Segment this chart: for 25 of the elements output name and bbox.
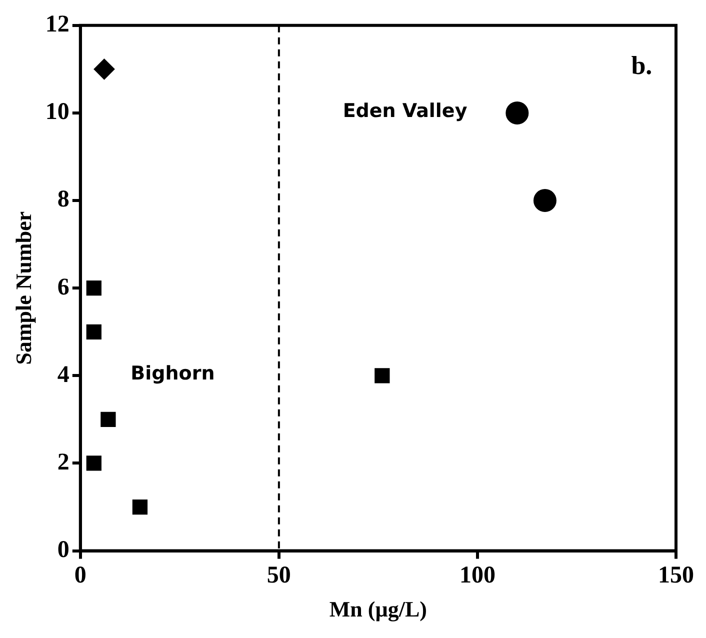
y-tick-label: 8	[57, 186, 70, 213]
annotation: Eden Valley	[342, 100, 468, 122]
y-axis-title: Sample Number	[10, 211, 36, 365]
point	[86, 324, 102, 340]
y-tick-label: 4	[57, 362, 70, 388]
point	[86, 456, 102, 471]
x-axis-title: Mn (µg/L)	[329, 596, 428, 622]
point	[100, 412, 116, 428]
y-tick-label: 6	[57, 274, 70, 300]
x-tick-label: 100	[459, 562, 496, 588]
point	[132, 499, 148, 515]
point	[506, 101, 529, 124]
annotation: b.	[631, 51, 652, 80]
y-tick-label: 12	[45, 12, 70, 38]
point	[533, 189, 556, 212]
x-tick-label: 0	[74, 562, 86, 588]
point	[374, 368, 390, 384]
annotation: Bighorn	[130, 362, 215, 385]
x-tick-label: 50	[266, 562, 291, 588]
point	[86, 280, 102, 296]
x-tick-label: 150	[658, 562, 694, 588]
y-tick-label: 2	[57, 449, 70, 476]
y-tick-label: 10	[45, 99, 70, 126]
y-tick-label: 0	[57, 537, 70, 564]
point	[94, 58, 115, 80]
